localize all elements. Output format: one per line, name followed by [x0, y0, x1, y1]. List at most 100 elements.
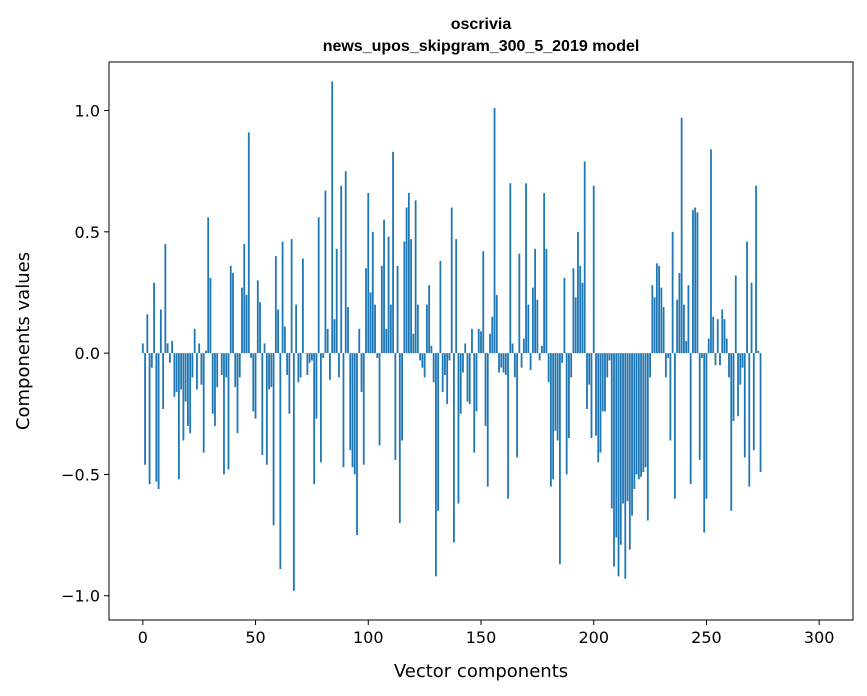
bar-163	[509, 183, 512, 354]
bar-171	[527, 304, 530, 354]
bar-49	[252, 353, 255, 412]
bar-173	[531, 287, 534, 354]
bar-111	[392, 151, 394, 354]
bar-60	[277, 309, 279, 354]
bar-243	[689, 353, 692, 485]
bar-46	[245, 294, 248, 354]
bar-86	[335, 248, 338, 354]
bar-166	[516, 353, 518, 458]
bar-222	[642, 353, 645, 473]
bar-131	[437, 353, 440, 511]
bar-51	[256, 280, 259, 354]
chart-title: oscrivia	[451, 16, 512, 33]
bar-248	[701, 353, 703, 358]
bar-120	[412, 333, 415, 354]
bar-239	[680, 117, 683, 354]
bar-152	[484, 353, 487, 426]
bar-217	[631, 353, 633, 516]
bar-158	[498, 353, 500, 373]
bar-122	[416, 304, 419, 354]
bar-52	[259, 302, 261, 354]
bar-187	[563, 277, 566, 354]
bar-177	[540, 345, 543, 354]
bar-96	[358, 328, 361, 354]
bar-233	[667, 353, 670, 358]
bar-252	[710, 149, 712, 354]
bar-201	[595, 353, 597, 436]
bar-6	[155, 353, 158, 482]
bar-119	[410, 239, 413, 354]
bar-181	[549, 353, 552, 487]
bar-85	[333, 319, 336, 354]
bar-90	[344, 171, 347, 354]
bar-205	[604, 353, 606, 412]
bar-28	[205, 350, 207, 354]
bar-246	[696, 212, 699, 354]
bar-198	[588, 353, 591, 385]
bar-210	[615, 353, 618, 538]
y-tick-label: −1.0	[61, 587, 100, 606]
bar-190	[570, 353, 573, 378]
bar-125	[423, 353, 426, 378]
bar-66	[290, 239, 293, 354]
bar-165	[513, 353, 516, 378]
bar-100	[367, 193, 370, 354]
bar-4	[150, 353, 153, 368]
bar-33	[216, 353, 219, 388]
bar-214	[624, 353, 627, 579]
bar-9	[162, 353, 165, 409]
bar-27	[202, 353, 205, 453]
bar-57	[270, 353, 273, 388]
bar-262	[732, 353, 735, 422]
bar-58	[272, 353, 275, 526]
bar-87	[338, 353, 340, 378]
bar-121	[414, 200, 417, 354]
bar-43	[238, 353, 241, 378]
bar-221	[640, 353, 642, 477]
bar-230	[660, 287, 663, 354]
y-tick-label: −0.5	[61, 465, 100, 484]
bar-44	[241, 287, 243, 354]
bar-54	[263, 343, 266, 354]
bar-184	[556, 353, 559, 441]
bar-234	[669, 353, 672, 441]
bar-169	[522, 338, 525, 354]
bar-183	[554, 353, 557, 431]
bar-107	[383, 219, 385, 354]
bar-172	[529, 353, 532, 371]
y-tick-label: 1.0	[75, 102, 100, 121]
bar-38	[227, 353, 230, 470]
bar-128	[430, 345, 433, 354]
bar-26	[200, 353, 203, 385]
x-axis-ticks: 0 50 100 150 200 250 300	[138, 620, 835, 647]
bar-139	[455, 239, 458, 354]
bar-180	[547, 353, 550, 383]
bar-78	[317, 217, 320, 354]
bar-116	[403, 241, 406, 354]
bar-196	[583, 161, 586, 354]
bar-89	[342, 353, 345, 468]
bar-216	[628, 353, 631, 550]
bar-209	[613, 353, 615, 567]
bar-236	[673, 353, 676, 499]
bar-71	[301, 258, 304, 354]
bar-55	[265, 353, 268, 465]
bar-112	[394, 353, 397, 460]
bar-7	[157, 353, 160, 489]
bar-235	[671, 231, 674, 354]
bar-261	[730, 353, 733, 511]
x-tick-label: 250	[691, 628, 722, 647]
bar-211	[617, 353, 620, 577]
bar-75	[311, 353, 313, 361]
bar-115	[401, 353, 403, 441]
bar-223	[644, 353, 647, 468]
bar-140	[457, 353, 460, 504]
bar-154	[489, 333, 491, 354]
x-tick-label: 300	[804, 628, 835, 647]
bar-35	[220, 353, 223, 375]
bar-245	[694, 207, 697, 354]
bar-249	[703, 353, 706, 533]
bar-247	[698, 353, 701, 460]
bar-137	[450, 207, 453, 354]
